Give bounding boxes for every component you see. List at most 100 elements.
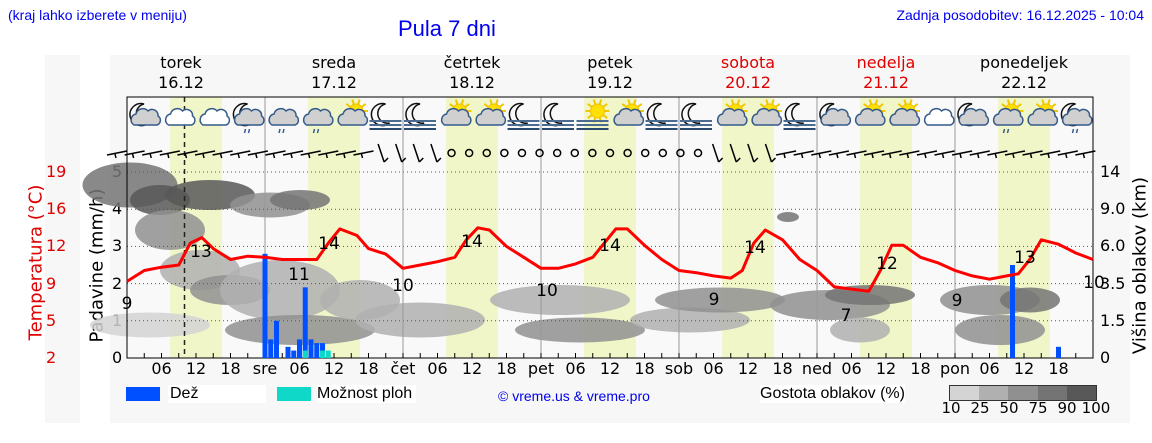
location-hint-link[interactable]: (kraj lahko izberete v meniju) [8, 7, 187, 23]
moon-cloud-icon [957, 102, 990, 127]
cloud-height-tick: 9.0 [1100, 199, 1126, 218]
moon-cloud-icon [819, 102, 852, 127]
weather-icons [129, 99, 1093, 134]
day-name: torek [160, 53, 202, 72]
rain-legend-swatch [126, 387, 160, 401]
precip-tick: 2 [112, 273, 123, 293]
temperature-label: 14 [599, 236, 621, 256]
day-date: 18.12 [449, 73, 495, 92]
x-tick: 12 [737, 359, 759, 378]
moon-fog-icon [680, 102, 712, 130]
moon-fog-icon [645, 102, 678, 130]
cloud-density-tick: 10 [941, 399, 961, 417]
day-date: 17.12 [311, 73, 357, 92]
cloud-density-swatch [979, 386, 1009, 400]
moon-cloud-icon [129, 102, 162, 127]
precip-tick: 0 [112, 348, 123, 367]
x-tick: 06 [703, 359, 724, 378]
cloud-density-swatch [1008, 386, 1038, 400]
precip-tick: 4 [112, 199, 123, 219]
daylight-band [998, 97, 1050, 358]
day-date: 21.12 [863, 73, 909, 92]
moon-cloud-rain-icon [1060, 102, 1093, 134]
temperature-line [126, 226, 1094, 293]
cloud-height-tick: 6.0 [1100, 236, 1126, 255]
cloud-height-tick: 0 [1100, 348, 1111, 367]
cloud-rain-icon [302, 107, 334, 134]
sun-cloud-icon [613, 99, 645, 126]
x-tick: 12 [323, 359, 345, 378]
temp-tick: 12 [46, 236, 67, 256]
sun-cloud-icon [716, 99, 748, 126]
temperature-label: 9 [952, 291, 963, 311]
cloud-density-swatch [1037, 386, 1067, 400]
temp-tick: 2 [46, 348, 57, 367]
temp-tick: 5 [46, 310, 57, 330]
day-name: sobota [720, 53, 776, 72]
cloud-partly-night-icon [164, 107, 196, 126]
x-tick: 06 [565, 359, 586, 378]
x-tick: 18 [496, 359, 517, 378]
temperature-label: 9 [709, 290, 720, 310]
sun-cloud-icon [889, 99, 921, 126]
sun-cloud-icon [440, 99, 472, 126]
sun-cloud-icon [475, 99, 507, 126]
cloud-density-legend-label: Gostota oblakov (%) [760, 385, 905, 403]
cloud-density-swatch [1066, 386, 1097, 400]
x-tick: 12 [599, 359, 621, 378]
temp-axis-panel [45, 55, 80, 423]
x-tick: 12 [875, 359, 897, 378]
day-date: 22.12 [1001, 73, 1047, 92]
cloud-density-tick: 25 [970, 399, 990, 417]
day-name: sreda [311, 53, 357, 72]
cloud-density-scale [949, 385, 1097, 401]
temperature-label: 10 [392, 276, 414, 296]
cloud-height-tick: 1.5 [1100, 311, 1126, 330]
temperature-label: 14 [318, 234, 340, 254]
cloud-density-tick: 100 [1081, 399, 1111, 417]
temperature-label: 14 [744, 238, 766, 258]
x-tick: 12 [461, 359, 483, 378]
moon-fog-icon [542, 102, 574, 130]
day-name: četrtek [443, 53, 501, 72]
day-date: 20.12 [725, 73, 771, 92]
precip-tick: 3 [112, 236, 123, 256]
cloud-height-tick: 3.5 [1100, 274, 1126, 293]
rain-legend-label: Dež [168, 385, 266, 403]
day-name: nedelja [856, 53, 916, 72]
x-tick: sre [252, 359, 278, 378]
x-tick: 06 [979, 359, 1000, 378]
temperature-label: 11 [288, 265, 310, 285]
moon-cloud-rain-icon [232, 102, 265, 134]
day-date: 16.12 [158, 73, 204, 92]
temperature-label: 10 [1083, 273, 1105, 293]
showers-legend-label: Možnost ploh [317, 385, 417, 403]
x-tick: 06 [427, 359, 448, 378]
cloud-density-tick: 90 [1057, 399, 1077, 417]
x-tick: 06 [151, 359, 172, 378]
x-tick: čet [390, 359, 416, 378]
x-tick: 18 [220, 359, 241, 378]
moon-fog-icon [507, 102, 540, 130]
moon-fog-icon [404, 102, 436, 130]
cloud-rain-icon [268, 107, 300, 134]
x-tick: 12 [185, 359, 207, 378]
sun-cloud-icon [1027, 99, 1059, 126]
cloud-icon [199, 107, 231, 126]
x-tick: 18 [772, 359, 793, 378]
cloud-height-tick: 14 [1100, 162, 1121, 181]
x-tick: 06 [289, 359, 310, 378]
x-tick: 18 [634, 359, 655, 378]
cloud-icon [923, 107, 955, 126]
sun-cloud-icon [337, 99, 369, 126]
wind-barbs [106, 143, 1096, 163]
showers-legend-swatch [277, 387, 311, 401]
copyright-link[interactable]: © vreme.us & vreme.pro [498, 388, 650, 404]
day-name: ponedeljek [980, 53, 1068, 72]
sun-cloud-icon [854, 99, 886, 126]
moon-fog-icon [369, 102, 402, 130]
temp-tick: 9 [46, 273, 57, 293]
temperature-label: 10 [536, 281, 558, 301]
temperature-label: 13 [190, 242, 212, 262]
cloud-density-swatch [950, 386, 980, 400]
